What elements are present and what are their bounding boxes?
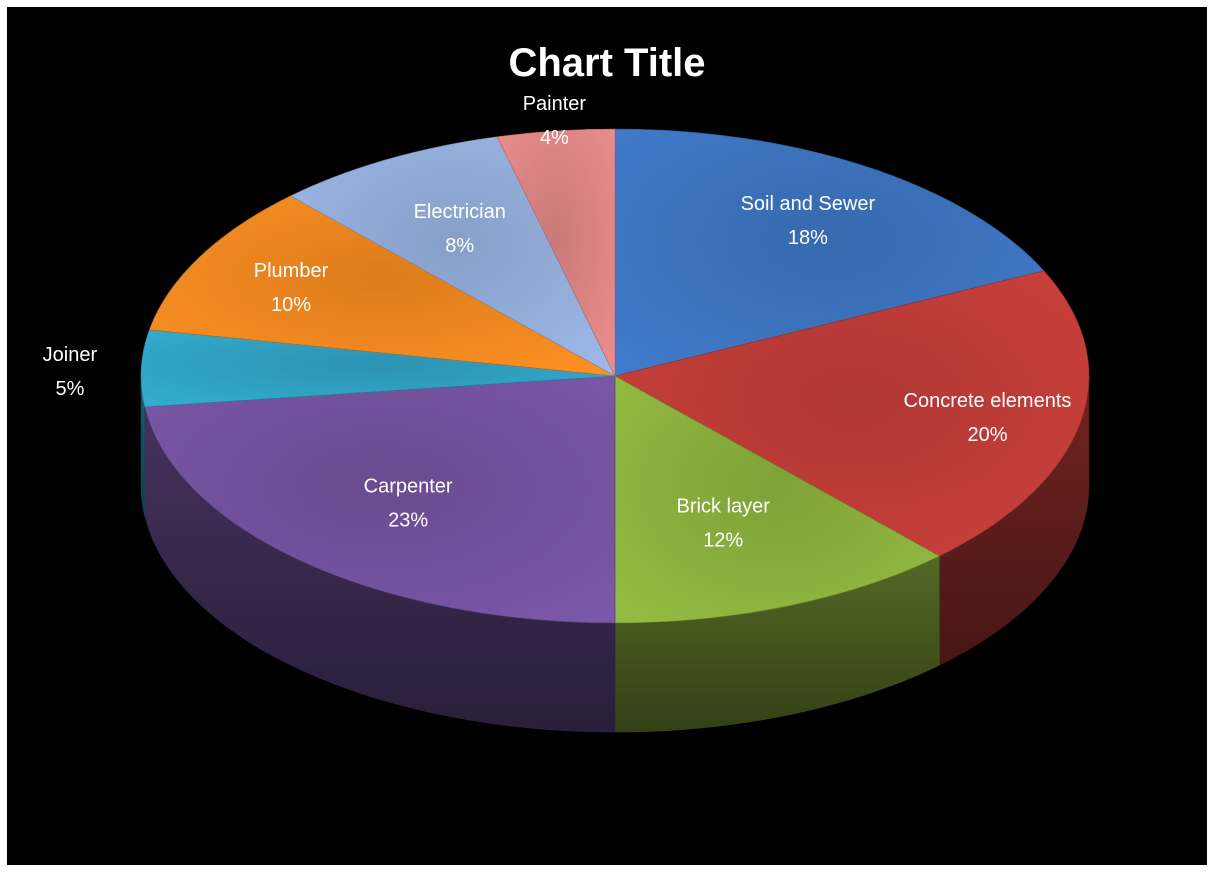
pie-labels: Soil and Sewer 18% Concrete elements 20% Bri… bbox=[43, 93, 1072, 551]
chart-title: Chart Title bbox=[508, 41, 706, 85]
pie-top bbox=[140, 128, 1090, 624]
slice-joiner bbox=[140, 329, 616, 408]
slice-label-joiner: Joiner bbox=[43, 344, 98, 366]
slice-label-painter: Painter bbox=[523, 93, 587, 115]
slice-percent-electrician: 8% bbox=[445, 235, 474, 257]
slice-label-brick-layer: Brick layer bbox=[677, 495, 771, 517]
slice-label-soil-and-sewer: Soil and Sewer bbox=[741, 193, 876, 215]
slice-painter bbox=[496, 128, 616, 377]
chart-area: Chart Title Soil and Sewer 18% Concrete el… bbox=[7, 7, 1207, 865]
slice-label-electrician: Electrician bbox=[414, 201, 506, 223]
slice-label-carpenter: Carpenter bbox=[364, 475, 453, 497]
slice-plumber bbox=[148, 195, 616, 377]
slice-label-concrete-elements: Concrete elements bbox=[904, 390, 1072, 412]
slice-percent-soil-and-sewer: 18% bbox=[788, 227, 828, 249]
pie-chart: Soil and Sewer 18% Concrete elements 20% Bri… bbox=[43, 93, 1090, 733]
slice-percent-painter: 4% bbox=[540, 127, 569, 149]
slice-percent-joiner: 5% bbox=[55, 378, 84, 400]
slice-carpenter bbox=[144, 375, 616, 624]
slice-percent-concrete-elements: 20% bbox=[967, 424, 1007, 446]
slice-label-plumber: Plumber bbox=[254, 260, 329, 282]
slice-percent-carpenter: 23% bbox=[388, 509, 428, 531]
slice-percent-plumber: 10% bbox=[271, 294, 311, 316]
slice-brick-layer bbox=[614, 375, 941, 624]
slice-soil-and-sewer bbox=[614, 128, 1045, 377]
slice-concrete-elements bbox=[614, 270, 1090, 557]
slice-percent-brick-layer: 12% bbox=[703, 529, 743, 551]
slice-electrician bbox=[289, 136, 616, 377]
